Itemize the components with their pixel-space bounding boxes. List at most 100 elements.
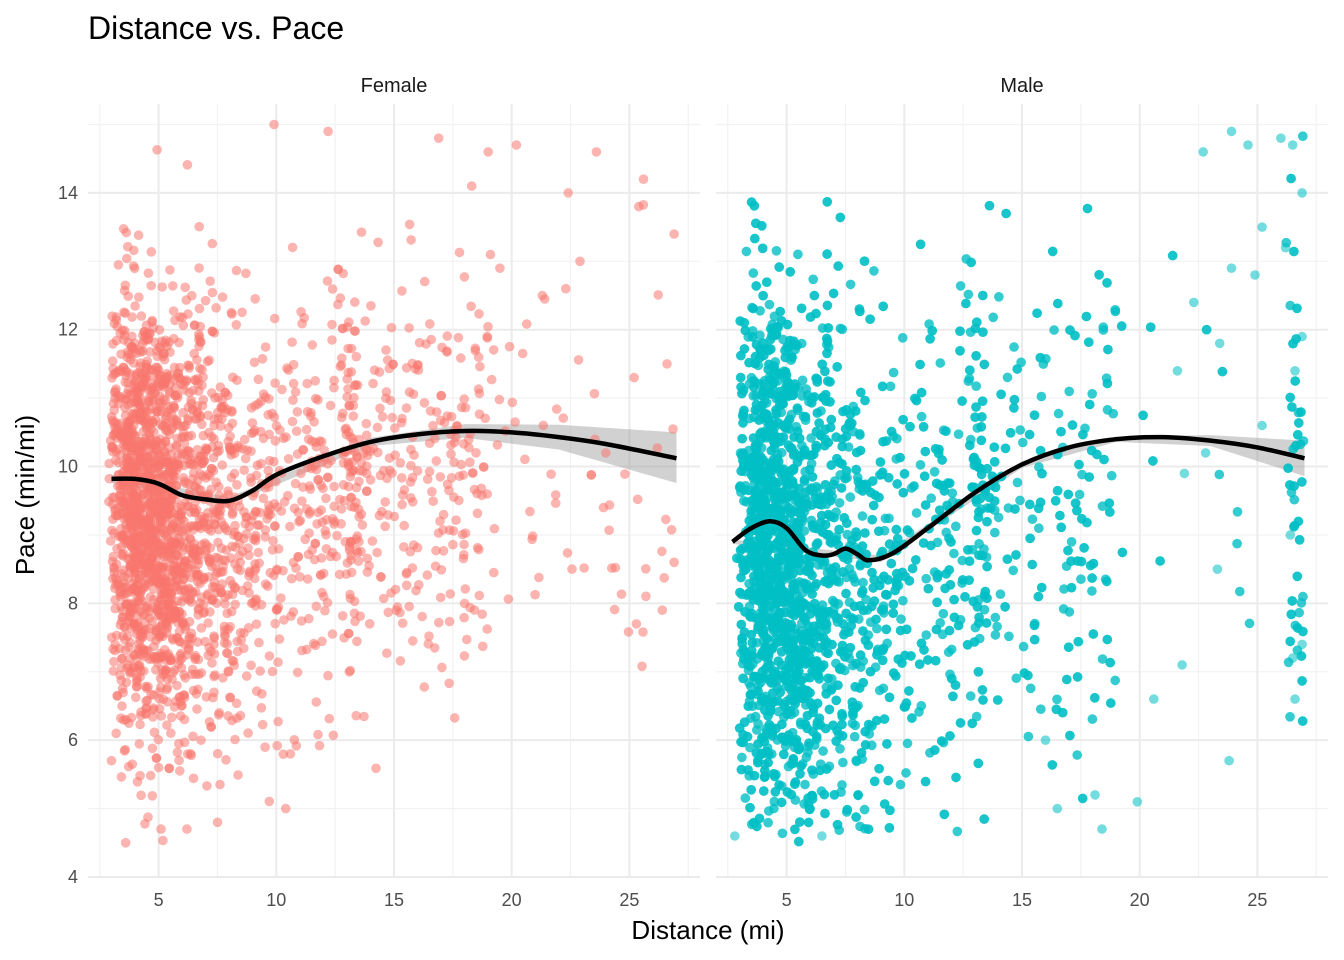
scatter-point — [324, 713, 335, 724]
scatter-point — [125, 416, 135, 427]
scatter-point — [343, 481, 354, 492]
scatter-point — [251, 470, 262, 481]
scatter-point — [446, 449, 456, 459]
scatter-point — [466, 181, 477, 191]
scatter-point — [431, 456, 442, 466]
scatter-point — [1132, 797, 1143, 807]
scatter-point — [402, 567, 412, 578]
scatter-point — [404, 323, 414, 333]
scatter-point — [227, 407, 237, 417]
scatter-point — [586, 470, 597, 480]
scatter-point — [236, 635, 247, 645]
scatter-point — [335, 293, 346, 303]
scatter-point — [433, 133, 444, 143]
scatter-point — [277, 384, 287, 395]
scatter-point — [311, 697, 322, 707]
scatter-point — [449, 713, 460, 723]
scatter-point — [108, 364, 118, 374]
x-tick-label: 5 — [154, 890, 164, 910]
scatter-point — [338, 408, 348, 419]
scatter-point — [143, 812, 153, 822]
scatter-point — [459, 651, 470, 661]
scatter-point — [225, 621, 235, 632]
scatter-point — [195, 337, 206, 347]
scatter-point — [106, 755, 117, 766]
scatter-point — [224, 442, 235, 452]
scatter-point — [154, 325, 165, 335]
scatter-point — [550, 498, 561, 509]
scatter-point — [604, 500, 615, 510]
scatter-point — [149, 690, 159, 700]
scatter-point — [240, 453, 251, 464]
scatter-point — [192, 444, 203, 455]
scatter-point — [260, 342, 271, 352]
scatter-point — [256, 458, 266, 469]
scatter-point — [327, 547, 338, 558]
scatter-point — [346, 567, 357, 578]
scatter-point — [181, 295, 192, 305]
scatter-point — [265, 509, 276, 520]
scatter-point — [197, 400, 208, 411]
scatter-point — [273, 602, 284, 612]
scatter-point — [350, 326, 360, 336]
scatter-point — [362, 553, 373, 564]
scatter-point — [319, 445, 330, 456]
scatter-point — [342, 392, 352, 402]
scatter-point — [251, 619, 262, 629]
scatter-point — [469, 605, 480, 615]
scatter-point — [189, 543, 199, 553]
scatter-point — [391, 605, 402, 616]
scatter-point — [368, 378, 378, 389]
scatter-point — [562, 548, 573, 558]
scatter-point — [449, 457, 459, 468]
scatter-point — [317, 587, 327, 598]
scatter-point — [373, 237, 383, 248]
scatter-point — [113, 457, 124, 468]
scatter-point — [162, 720, 172, 730]
scatter-point — [297, 496, 307, 507]
scatter-point — [401, 580, 412, 591]
scatter-point — [517, 348, 528, 359]
scatter-point — [397, 618, 408, 628]
scatter-point — [361, 445, 372, 455]
scatter-point — [395, 656, 406, 666]
scatter-point — [128, 489, 139, 500]
scatter-point — [435, 592, 446, 603]
scatter-point — [183, 445, 194, 456]
scatter-point — [183, 309, 193, 319]
scatter-point — [546, 469, 556, 480]
scatter-point — [342, 558, 353, 568]
scatter-point — [151, 362, 161, 373]
scatter-point — [525, 506, 535, 517]
scatter-point — [437, 662, 447, 673]
scatter-point — [138, 489, 149, 500]
scatter-point — [212, 748, 223, 759]
scatter-point — [158, 394, 169, 404]
scatter-point — [189, 348, 199, 359]
scatter-point — [286, 573, 297, 584]
scatter-point — [232, 713, 242, 723]
scatter-point — [385, 395, 396, 406]
scatter-point — [166, 523, 177, 533]
scatter-point — [333, 264, 344, 275]
scatter-point — [158, 835, 168, 846]
scatter-point — [254, 520, 264, 530]
scatter-point — [419, 398, 430, 408]
scatter-point — [173, 368, 183, 379]
scatter-point — [329, 519, 339, 529]
scatter-point — [230, 599, 240, 610]
scatter-point — [1189, 297, 1199, 308]
scatter-point — [172, 633, 183, 643]
scatter-point — [387, 468, 397, 478]
scatter-point — [428, 496, 439, 507]
scatter-point — [187, 664, 198, 675]
scatter-point — [177, 616, 188, 627]
scatter-point — [115, 428, 126, 439]
scatter-point — [404, 219, 415, 230]
scatter-point — [116, 542, 127, 552]
scatter-point — [309, 417, 319, 427]
scatter-point — [539, 294, 550, 304]
scatter-point — [383, 607, 394, 618]
scatter-point — [113, 260, 124, 270]
scatter-point — [313, 475, 324, 485]
